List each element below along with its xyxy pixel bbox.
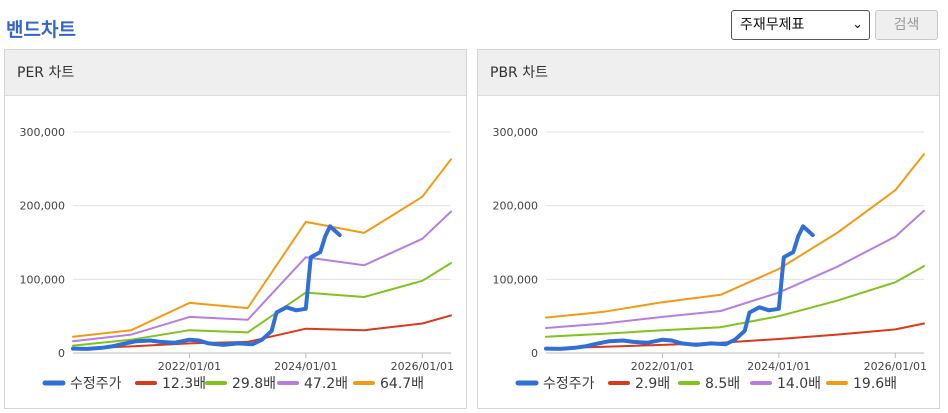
x-tick-label: 2026/01/01 [864, 360, 927, 373]
y-tick-label: 0 [58, 347, 65, 360]
y-tick-label: 300,000 [493, 126, 539, 139]
legend-label: 2.9배 [635, 376, 670, 392]
statement-type-select[interactable]: 주재무제표 ⌄ [731, 10, 870, 40]
legend-label: 64.7배 [380, 376, 424, 392]
series-line [545, 153, 925, 319]
legend-label: 14.0배 [777, 376, 821, 392]
panel-header: PER 차트 [5, 50, 466, 96]
y-tick-label: 0 [531, 347, 538, 360]
x-tick-label: 2024/01/01 [274, 360, 337, 373]
legend-label: 19.6배 [853, 376, 897, 392]
series-line [72, 314, 452, 350]
x-tick-label: 2026/01/01 [391, 360, 454, 373]
y-tick-label: 100,000 [20, 273, 66, 286]
y-tick-label: 100,000 [493, 273, 539, 286]
per-band-chart: 300,000 200,000 100,000 0 2022/01/01 2024/01/… [20, 126, 455, 392]
legend-label: 29.8배 [232, 376, 276, 392]
x-tick-label: 2024/01/01 [747, 360, 810, 373]
y-tick-label: 200,000 [493, 200, 539, 213]
legend-label: 수정주가 [543, 376, 595, 392]
select-value: 주재무제표 [740, 17, 805, 33]
page-title: 밴드차트 [6, 19, 76, 41]
legend-label: 12.3배 [162, 376, 206, 392]
search-button[interactable]: 검색 [875, 10, 938, 40]
x-tick-label: 2022/01/01 [631, 360, 694, 373]
per-chart-panel: PER 차트 300,000 200,000 100,000 0 2022/01/01 2… [4, 49, 467, 409]
y-tick-label: 200,000 [20, 200, 66, 213]
series-line [72, 210, 452, 343]
x-tick-label: 2022/01/01 [158, 360, 221, 373]
series-line [545, 209, 925, 329]
panel-header: PBR 차트 [478, 50, 939, 96]
legend-label: 8.5배 [705, 376, 740, 392]
series-line [545, 322, 925, 350]
series-line [545, 265, 925, 338]
legend-label: 수정주가 [70, 376, 122, 392]
pbr-band-chart: 300,000 200,000 100,000 0 2022/01/01 2024/01/… [493, 126, 928, 392]
series-line [72, 158, 452, 338]
series-line [71, 224, 342, 351]
series-line [544, 224, 815, 351]
legend-label: 47.2배 [304, 376, 348, 392]
y-tick-label: 300,000 [20, 126, 66, 139]
pbr-chart-panel: PBR 차트 300,000 200,000 100,000 0 2022/01/01 2… [477, 49, 940, 409]
chevron-down-icon: ⌄ [852, 17, 863, 32]
